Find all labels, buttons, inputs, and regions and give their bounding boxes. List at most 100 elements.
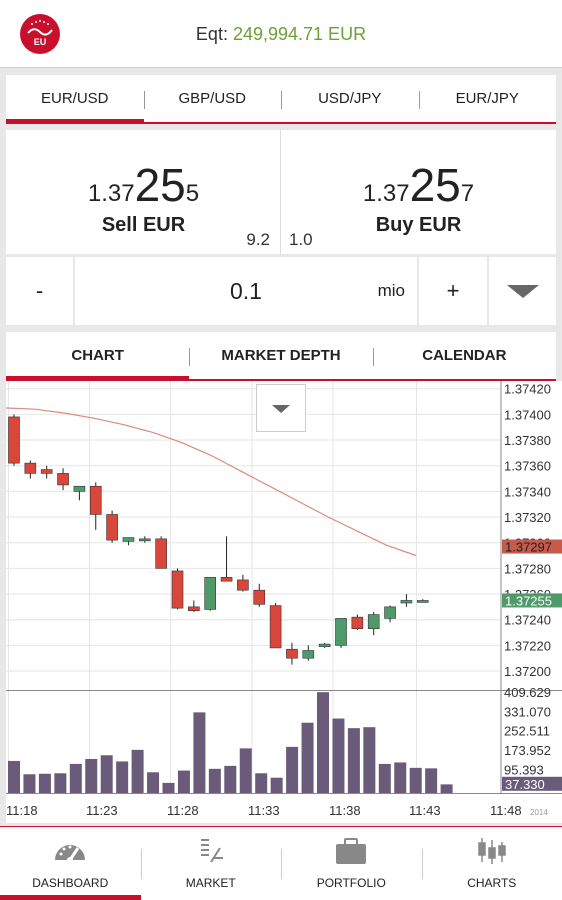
candle-body xyxy=(237,579,249,591)
buy-button[interactable]: 1.37257 Buy EUR 1.0 xyxy=(281,130,556,254)
tab-market-depth[interactable]: MARKET DEPTH xyxy=(189,332,372,379)
volume-bar xyxy=(85,758,98,793)
candle-body xyxy=(253,589,266,605)
tab-gbp-usd[interactable]: GBP/USD xyxy=(143,75,282,122)
sell-spread: 9.2 xyxy=(246,230,270,249)
gauge-icon xyxy=(55,845,86,863)
increase-amount-button[interactable]: + xyxy=(419,257,487,325)
candle-body xyxy=(139,538,151,542)
volume-bar xyxy=(193,712,206,793)
volume-bar xyxy=(394,762,407,793)
amount-field[interactable]: 0.1 mio xyxy=(75,257,417,325)
volume-bar xyxy=(239,748,252,793)
buy-price-prefix: 1.37 xyxy=(362,180,410,207)
chart-area[interactable]: 1.37420 1.37400 1.37380 1.37360 1.37340 1.373… xyxy=(6,381,562,823)
volume-bar xyxy=(23,774,36,793)
nav-market-label: MARKET xyxy=(185,876,236,890)
volume-bar xyxy=(100,755,113,793)
volume-bar xyxy=(54,773,67,793)
nav-portfolio-label: PORTFOLIO xyxy=(316,876,386,890)
candle-body xyxy=(73,485,86,492)
candle-body xyxy=(122,537,135,542)
nav-charts[interactable]: CHARTS xyxy=(421,827,562,900)
price-tick-label: 1.37280 xyxy=(504,561,551,576)
briefcase-icon xyxy=(336,838,367,864)
volume-bar xyxy=(317,692,329,793)
price-tick-label: 1.37220 xyxy=(504,638,551,653)
candlestick-icon xyxy=(478,838,506,864)
amount-value: 0.1 xyxy=(230,278,262,304)
candle-body xyxy=(106,514,118,541)
equity-display: Eqt: 249,994.71 EUR xyxy=(0,24,562,45)
logo-text: EU xyxy=(33,37,47,47)
volume-current-label: 37.330 xyxy=(505,777,545,792)
volume-tick-label: 252.511 xyxy=(504,724,550,739)
chevron-down-icon xyxy=(272,405,290,413)
candle-body xyxy=(171,570,184,609)
nav-charts-label: CHARTS xyxy=(467,876,517,890)
nav-market[interactable]: MARKET xyxy=(140,827,282,900)
nav-dashboard-label: DASHBOARD xyxy=(32,876,109,890)
volume-bar xyxy=(147,772,160,793)
quote-panel: 1.37255 Sell EUR 9.2 1.37257 Buy EUR 1.0 xyxy=(6,130,556,254)
buy-price-marker-label: 1.37255 xyxy=(505,593,552,608)
volume-bar xyxy=(440,784,453,793)
nav-portfolio[interactable]: PORTFOLIO xyxy=(281,827,422,900)
volume-bar xyxy=(131,749,144,793)
candle-body xyxy=(384,606,396,619)
price-tick-label: 1.37320 xyxy=(504,510,551,525)
volume-bar xyxy=(409,767,422,793)
price-tick-label: 1.37420 xyxy=(504,382,551,397)
logo[interactable]: EU xyxy=(20,14,60,54)
sell-price-prefix: 1.37 xyxy=(87,180,135,207)
top-bar: EU Eqt: 249,994.71 EUR xyxy=(0,0,562,68)
nav-dashboard[interactable]: DASHBOARD xyxy=(0,827,141,900)
candle-body xyxy=(40,469,53,474)
tab-eur-usd[interactable]: EUR/USD xyxy=(6,75,144,124)
candle-body xyxy=(57,473,69,486)
time-tick-label: 11:33 xyxy=(248,803,280,818)
volume-bar xyxy=(162,782,175,793)
sell-price-marker xyxy=(502,539,562,554)
tab-eur-jpy[interactable]: EUR/JPY xyxy=(418,75,557,122)
decrease-amount-button[interactable]: - xyxy=(6,257,73,325)
candle-body xyxy=(351,616,364,629)
volume-tick-label: 331.070 xyxy=(504,704,551,719)
time-tick-label: 11:28 xyxy=(167,803,199,818)
tab-calendar[interactable]: CALENDAR xyxy=(372,332,556,379)
time-tick-label: 11:43 xyxy=(409,803,441,818)
sell-price-pip: 5 xyxy=(185,180,200,207)
sell-label: Sell EUR xyxy=(101,214,186,236)
price-tick-label: 1.37340 xyxy=(504,484,551,499)
volume-bar xyxy=(363,727,376,793)
candle-body xyxy=(8,416,20,464)
tab-chart[interactable]: CHART xyxy=(6,332,190,381)
volume-bar xyxy=(378,763,391,793)
candle-body xyxy=(400,600,413,604)
candlestick-chart[interactable]: 1.37420 1.37400 1.37380 1.37360 1.37340 1.373… xyxy=(6,381,562,823)
chart-options-button[interactable] xyxy=(256,384,306,432)
volume-bar xyxy=(425,768,438,793)
candle-body xyxy=(286,648,298,659)
date-label: 2014 xyxy=(530,808,548,817)
equity-value: 249,994.71 EUR xyxy=(232,24,367,44)
sell-price-marker-label: 1.37297 xyxy=(505,540,552,555)
buy-spread: 1.0 xyxy=(289,230,313,249)
candle-body xyxy=(302,650,315,659)
price-tick-label: 1.37360 xyxy=(504,459,551,474)
volume-bar xyxy=(8,760,20,793)
equity-label: Eqt: xyxy=(195,24,228,44)
volume-current-marker xyxy=(502,776,562,791)
volume-tick-label: 409.629 xyxy=(504,685,551,700)
tab-usd-jpy[interactable]: USD/JPY xyxy=(281,75,419,122)
volume-bar xyxy=(301,722,314,793)
volume-bar xyxy=(224,765,237,793)
amount-dropdown-button[interactable] xyxy=(489,257,556,325)
sell-button[interactable]: 1.37255 Sell EUR 9.2 xyxy=(6,130,281,254)
chart-tabs: CHART MARKET DEPTH CALENDAR xyxy=(6,332,556,381)
volume-tick-label: 173.952 xyxy=(504,743,551,758)
bottom-navigation: DASHBOARD MARKET PORTFOLIO CHARTS xyxy=(0,826,562,900)
candle-body xyxy=(89,485,102,515)
currency-pair-tabs: EUR/USD GBP/USD USD/JPY EUR/JPY xyxy=(6,75,556,124)
time-tick-label: 11:48 xyxy=(490,803,522,818)
